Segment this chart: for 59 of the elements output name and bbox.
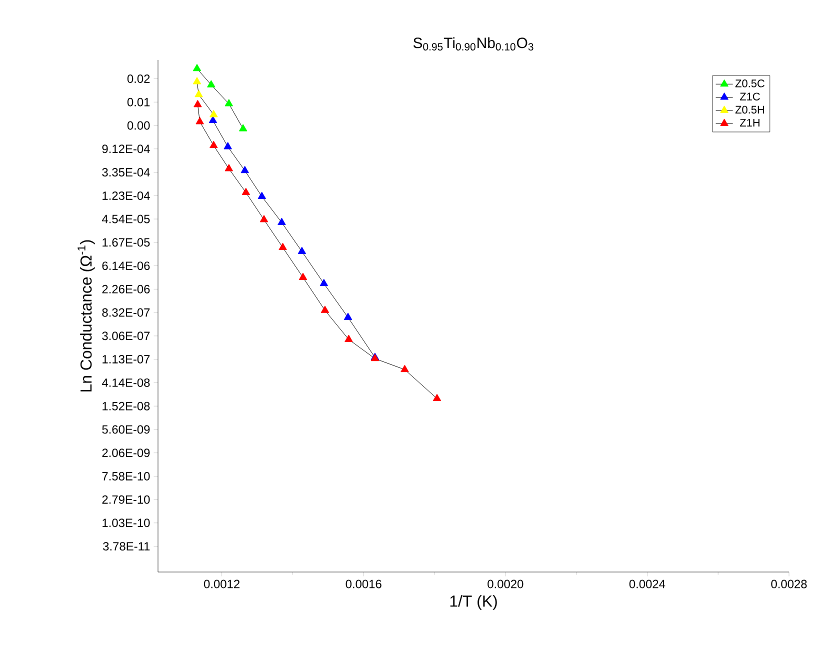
y-tick-label: 4.54E-05 [102,214,150,224]
x-tick-label: 0.0012 [204,580,240,588]
point [224,142,232,150]
y-tick-label: 3.35E-04 [102,168,150,177]
point [298,272,308,280]
y-tick-label: 9.12E-04 [102,144,150,154]
point [192,77,202,84]
point [258,192,266,199]
y-tick-label: 0.00 [127,121,150,130]
chart-title: S$_{0.95}$Ti$_{0.90}$Nb$_{0.10}$O$_{3}$ [413,37,534,51]
point [242,188,250,196]
point [400,364,409,372]
point [432,394,442,402]
y-tick-label: 0.01 [127,98,150,106]
y-tick-label: 8.32E-07 [102,308,150,317]
point [240,166,249,174]
x-axis-title: 1/T (K) [450,595,497,610]
legend-label: Z1H [740,118,760,126]
point [194,100,202,108]
point [192,64,202,72]
point [344,334,353,342]
legend-label: Z1C [740,92,760,100]
y-tick-label: 3.78E-11 [103,542,150,551]
point [224,99,234,106]
y-tick-label: 1.03E-10 [102,518,150,528]
y-tick-label: 1.23E-04 [102,191,150,200]
y-tick-label: 7.58E-10 [102,472,150,480]
point [196,117,204,124]
y-tick-label: 4.14E-08 [102,378,150,387]
legend-label: Z0.5H [735,106,764,114]
y-tick-label: 6.14E-06 [102,262,150,270]
point [344,312,352,320]
y-tick-label: 1.67E-05 [102,238,150,247]
point [207,80,216,88]
x-tick-label: 0.0024 [629,580,666,588]
x-tick-label: 0.0020 [488,580,524,588]
y-tick-label: 1.52E-08 [102,402,150,410]
point [260,214,268,222]
point [194,90,203,98]
y-tick-label: 5.60E-09 [102,425,150,434]
point [320,278,328,286]
y-tick-label: 2.26E-06 [102,284,150,294]
x-tick-label: 0.0028 [771,580,807,588]
y-tick-label: 2.06E-09 [102,448,150,458]
point [210,110,218,118]
y-tick-label: 0.02 [127,74,150,83]
point [298,246,306,254]
point [238,124,248,132]
y-tick-label: 3.06E-07 [102,332,150,340]
point [210,140,218,148]
point [224,164,234,172]
x-tick-label: 0.0016 [346,580,382,588]
point [278,218,286,225]
point [278,242,287,250]
point [320,306,330,313]
y-axis-title: Ln Conductance (Ω$^{-1}$) [78,240,95,392]
y-tick-label: 1.13E-07 [102,354,150,364]
legend-label: Z0.5C [735,80,764,88]
y-tick-label: 2.79E-10 [102,495,150,504]
